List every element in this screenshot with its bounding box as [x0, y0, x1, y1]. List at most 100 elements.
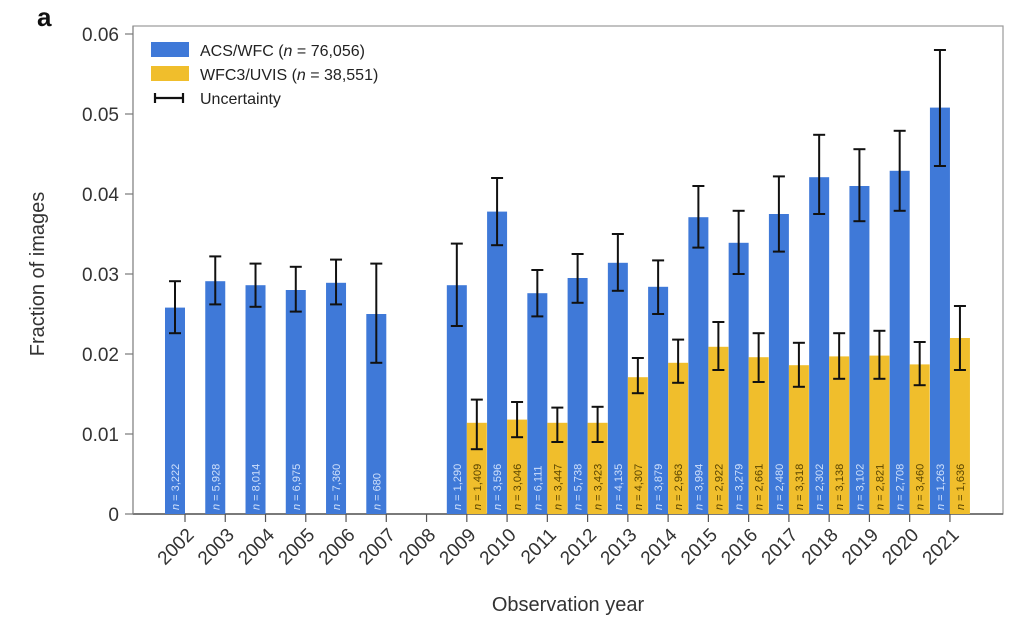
x-tick-label: 2010	[476, 525, 521, 570]
n-label: n = 3,460	[915, 464, 927, 510]
n-label: n = 6,975	[291, 464, 303, 510]
x-tick-label: 2009	[436, 525, 481, 570]
n-label: n = 2,480	[774, 464, 786, 510]
legend-label: ACS/WFC (n = 76,056)	[200, 43, 365, 60]
n-label: n = 3,447	[552, 464, 564, 510]
y-axis-title: Fraction of images	[27, 192, 49, 357]
x-tick-label: 2007	[355, 525, 400, 570]
x-tick-label: 2003	[194, 525, 239, 570]
n-label: n = 8,014	[251, 464, 263, 510]
n-label: n = 3,318	[794, 464, 806, 510]
legend-swatch-acs-wfc	[151, 42, 189, 57]
bar-acs-wfc	[326, 282, 347, 514]
n-label: n = 2,922	[713, 464, 725, 510]
n-label: n = 3,994	[693, 464, 705, 510]
bar-wfc3-uvis	[788, 365, 809, 514]
panel-label: a	[37, 2, 52, 32]
bar-wfc3-uvis	[949, 338, 970, 514]
n-label: n = 1,636	[955, 464, 967, 510]
n-label: n = 2,963	[673, 464, 685, 510]
bar-acs-wfc	[205, 281, 226, 514]
bar-acs-wfc	[728, 242, 749, 515]
x-tick-label: 2021	[919, 525, 964, 570]
x-tick-label: 2015	[677, 525, 722, 570]
bar-acs-wfc	[285, 290, 306, 514]
x-tick-label: 2017	[758, 525, 803, 570]
n-label: n = 1,290	[452, 464, 464, 510]
bar-acs-wfc	[165, 307, 185, 514]
legend-label: WFC3/UVIS (n = 38,551)	[200, 67, 378, 84]
bar-acs-wfc	[648, 286, 669, 514]
bar-acs-wfc	[889, 170, 910, 515]
n-label: n = 3,046	[512, 464, 524, 510]
bar-wfc3-uvis	[587, 422, 608, 514]
n-label: n = 2,302	[814, 464, 826, 510]
y-tick-label: 0.06	[82, 25, 119, 46]
n-labels: n = 3,222 n = 5,928 n = 8,014 n = 6,975 n = …	[170, 464, 967, 510]
n-label: n = 3,102	[854, 464, 866, 510]
bar-wfc3-uvis	[748, 357, 769, 514]
x-tick-label: 2019	[838, 525, 883, 570]
n-label: n = 2,821	[874, 464, 886, 510]
n-label: n = 6,111	[532, 465, 544, 510]
bars	[165, 107, 970, 515]
n-label: n = 3,138	[834, 464, 846, 510]
bar-wfc3-uvis	[708, 346, 729, 514]
x-tick-label: 2004	[234, 524, 279, 569]
bar-wfc3-uvis	[909, 364, 930, 514]
legend: ACS/WFC (n = 76,056) WFC3/UVIS (n = 38,55…	[151, 42, 378, 108]
x-tick-label: 2005	[275, 525, 320, 570]
n-label: n = 5,738	[573, 464, 585, 510]
bar-acs-wfc	[688, 217, 709, 514]
n-label: n = 5,928	[210, 464, 222, 510]
y-tick-label: 0.01	[82, 425, 119, 446]
bar-wfc3-uvis	[829, 356, 850, 514]
y-tick-label: 0.05	[82, 105, 119, 126]
bar-acs-wfc	[768, 214, 789, 514]
bar-acs-wfc	[849, 186, 870, 514]
bar-acs-wfc	[487, 211, 508, 514]
x-tick-label: 2002	[154, 525, 199, 570]
x-tick-label: 2008	[395, 525, 440, 570]
n-label: n = 2,661	[754, 464, 766, 510]
bar-wfc3-uvis	[466, 422, 487, 514]
legend-label: Uncertainty	[200, 91, 281, 108]
x-tick-label: 2006	[315, 525, 360, 570]
bar-acs-wfc	[567, 278, 588, 514]
x-tick-label: 2018	[798, 525, 843, 570]
y-tick-label: 0	[108, 505, 119, 526]
n-label: n = 7,360	[331, 464, 343, 510]
bar-wfc3-uvis	[507, 419, 528, 514]
x-tick-label: 2014	[637, 524, 682, 569]
n-label: n = 2,708	[895, 464, 907, 510]
x-tick-label: 2016	[717, 525, 762, 570]
n-label: n = 1,263	[935, 464, 947, 510]
bar-acs-wfc	[527, 293, 548, 514]
bar-acs-wfc	[607, 262, 628, 514]
bar-acs-wfc	[809, 177, 830, 514]
x-tick-label: 2020	[878, 525, 923, 570]
n-label: n = 680	[371, 473, 383, 510]
n-label: n = 3,279	[734, 464, 746, 510]
x-tick-label: 2013	[597, 525, 642, 570]
bar-wfc3-uvis	[869, 355, 890, 514]
n-label: n = 1,409	[472, 464, 484, 510]
x-tick-label: 2011	[517, 525, 561, 569]
y-tick-label: 0.04	[82, 185, 119, 206]
bar-acs-wfc	[245, 285, 266, 514]
x-tick-label: 2012	[556, 525, 601, 570]
bar-wfc3-uvis	[547, 422, 568, 514]
bar-wfc3-uvis	[668, 362, 689, 514]
n-label: n = 4,307	[633, 464, 645, 510]
n-label: n = 4,135	[613, 464, 625, 510]
bar-wfc3-uvis	[627, 377, 648, 514]
error-bars	[169, 49, 966, 451]
n-label: n = 3,596	[492, 464, 504, 510]
n-label: n = 3,222	[170, 464, 182, 510]
y-tick-label: 0.03	[82, 265, 119, 286]
y-tick-label: 0.02	[82, 345, 119, 366]
bar-acs-wfc	[446, 285, 467, 514]
bar-acs-wfc	[366, 314, 387, 514]
bar-acs-wfc	[929, 107, 950, 514]
